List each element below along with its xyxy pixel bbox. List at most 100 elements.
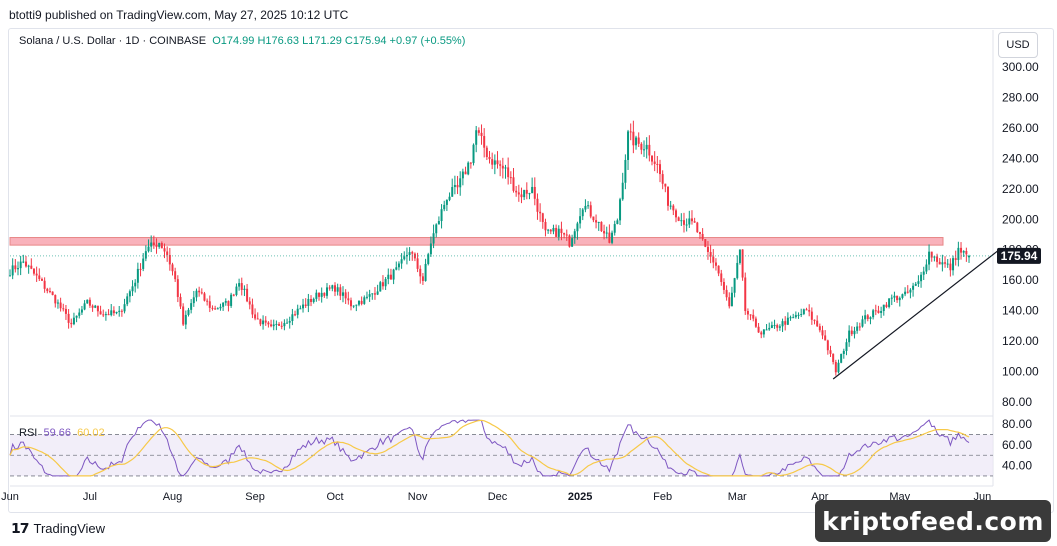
symbol-label[interactable]: Solana / U.S. Dollar · 1D · COINBASE — [19, 35, 207, 47]
candle-body — [688, 218, 691, 225]
candle-body — [693, 221, 696, 223]
candle-body — [800, 314, 803, 316]
candle-body — [88, 299, 91, 306]
candle-body — [944, 262, 947, 264]
y-tick-label: 160.00 — [1002, 273, 1039, 287]
y-tick-label: 140.00 — [1002, 304, 1039, 318]
candle-body — [872, 310, 875, 318]
ohlc-values: O174.99 H176.63 L171.29 C175.94 +0.97 (+… — [212, 35, 466, 47]
candle-body — [235, 286, 238, 295]
candle-body — [784, 321, 787, 325]
candle-body — [573, 231, 576, 239]
candle-body — [288, 320, 291, 323]
candle-body — [813, 319, 816, 321]
candle-body — [499, 164, 502, 166]
candle-body — [597, 221, 600, 223]
candle-body — [632, 131, 635, 146]
candle-body — [315, 292, 318, 299]
candle-body — [552, 227, 555, 232]
candle-body — [182, 306, 185, 325]
candle-body — [206, 300, 209, 302]
candle-body — [589, 205, 592, 217]
candle-body — [187, 309, 190, 315]
candle-body — [525, 189, 528, 194]
candle-body — [78, 312, 81, 316]
candle-body — [563, 233, 566, 235]
candle-body — [174, 271, 177, 280]
candle-body — [347, 298, 350, 301]
rsi-ma-line — [9, 419, 970, 477]
candle-body — [387, 274, 390, 280]
candle-body — [200, 292, 203, 294]
candle-body — [666, 186, 669, 206]
candle-body — [898, 297, 901, 301]
candle-body — [341, 292, 344, 296]
candle-body — [9, 275, 11, 277]
candle-body — [818, 326, 821, 331]
candle-body — [262, 320, 265, 325]
candle-body — [579, 216, 582, 224]
candle-body — [600, 221, 603, 232]
candle-body — [461, 171, 464, 179]
candle-body — [283, 322, 286, 327]
candle-body — [224, 301, 227, 303]
rsi-tick-label: 80.00 — [1002, 417, 1032, 431]
rsi-line[interactable] — [9, 419, 970, 477]
candle-body — [150, 242, 153, 247]
candle-body — [834, 361, 837, 373]
candle-body — [429, 243, 432, 255]
candle-body — [624, 159, 627, 183]
resistance-zone[interactable] — [9, 237, 944, 246]
candle-body — [493, 160, 496, 165]
candle-body — [608, 232, 611, 243]
candle-body — [677, 217, 680, 221]
candle-body — [640, 143, 643, 150]
tradingview-brand: TradingView — [33, 521, 106, 536]
candle-body — [190, 303, 193, 310]
candle-body — [80, 309, 83, 313]
candle-body — [389, 274, 392, 280]
candle-body — [914, 283, 917, 286]
candle-body — [40, 278, 43, 281]
candle-body — [219, 306, 222, 309]
candle-body — [110, 310, 113, 316]
x-tick-label: Oct — [326, 491, 343, 503]
candle-body — [539, 211, 542, 214]
candle-body — [214, 308, 217, 310]
watermark-text: kriptofeed.com — [822, 506, 1044, 536]
candle-body — [176, 279, 179, 297]
tradingview-logo[interactable]: 𝟭𝟳 TradingView — [11, 520, 105, 537]
candle-body — [829, 350, 832, 354]
x-tick-label: Mar — [728, 491, 747, 503]
rsi-tick-label: 40.00 — [1002, 459, 1032, 473]
candle-body — [365, 296, 368, 298]
candle-body — [635, 137, 638, 146]
candle-body — [123, 304, 126, 312]
support-trendline[interactable] — [832, 250, 998, 380]
candle-body — [896, 295, 899, 301]
candle-body — [587, 205, 590, 207]
candle-body — [56, 302, 59, 304]
candle-body — [712, 256, 715, 263]
candle-body — [637, 137, 640, 144]
candle-body — [920, 274, 923, 282]
candle-body — [762, 329, 765, 335]
candle-body — [810, 311, 813, 320]
candle-body — [557, 228, 560, 237]
candle-body — [922, 271, 925, 275]
candle-body — [267, 322, 270, 325]
currency-button[interactable]: USD — [998, 32, 1038, 58]
candle-body — [443, 204, 446, 210]
candle-body — [59, 302, 62, 309]
candle-body — [349, 300, 352, 307]
candle-body — [864, 315, 867, 320]
candle-body — [120, 310, 123, 312]
candle-body — [619, 199, 622, 221]
candle-body — [435, 224, 438, 234]
candle-body — [323, 292, 326, 296]
rsi-name[interactable]: RSI — [19, 427, 38, 439]
candle-body — [571, 238, 574, 247]
x-tick-label: Nov — [408, 491, 428, 503]
candle-body — [195, 290, 198, 298]
